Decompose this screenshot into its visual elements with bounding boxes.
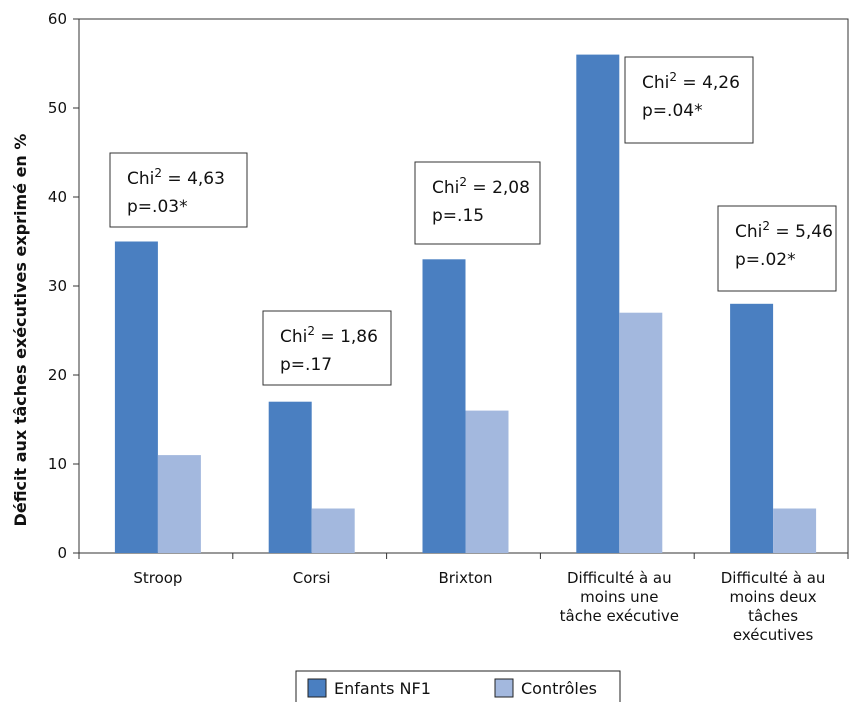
p-value-label: p=.03* (127, 197, 188, 217)
chi-square-label: Chi2 = 1,86 (280, 324, 378, 347)
annotation-box (414, 161, 541, 245)
y-tick-label: 10 (48, 455, 67, 473)
y-axis-label: Déficit aux tâches exécutives exprimé en… (11, 134, 30, 527)
x-category-label: Brixton (438, 569, 492, 587)
y-tick-label: 0 (57, 544, 67, 562)
stat-annotation: Chi2 = 1,86 p=.17 (262, 310, 392, 386)
x-category-label: Stroop (133, 569, 182, 587)
legend-frame (295, 670, 621, 702)
annotation-box (717, 205, 837, 292)
y-tick-label: 40 (48, 188, 67, 206)
y-tick-label: 50 (48, 99, 67, 117)
bar-enfants-nf1 (268, 401, 312, 553)
chi-square-label: Chi2 = 4,26 (642, 70, 740, 93)
x-category-label: Difficulté à au moins deux tâches exécutive… (721, 569, 826, 644)
y-tick-label: 60 (48, 10, 67, 28)
bar-enfants-nf1 (576, 54, 620, 553)
annotation-box (262, 310, 392, 386)
p-value-label: p=.17 (280, 355, 332, 375)
stat-annotation: Chi2 = 2,08 p=.15 (414, 161, 541, 245)
stat-annotation: Chi2 = 4,26 p=.04* (624, 56, 754, 144)
bar-enfants-nf1 (114, 241, 158, 553)
bar-controles (157, 455, 201, 553)
bar-controles (465, 410, 509, 553)
p-value-label: p=.15 (432, 206, 484, 226)
annotation-box (624, 56, 754, 144)
legend-swatch-enfants (307, 678, 327, 698)
chi-square-label: Chi2 = 4,63 (127, 166, 225, 189)
x-category-label: Difficulté à au moins une tâche exécutive (560, 569, 679, 625)
y-tick-label: 30 (48, 277, 67, 295)
bar-controles (619, 312, 663, 553)
annotation-box (109, 152, 248, 228)
legend-swatch-controles (494, 678, 514, 698)
bar-enfants-nf1 (422, 259, 466, 553)
y-tick-label: 20 (48, 366, 67, 384)
chi-square-label: Chi2 = 5,46 (735, 219, 833, 242)
p-value-label: p=.04* (642, 101, 703, 121)
x-category-label: Corsi (293, 569, 331, 587)
bars (114, 54, 817, 553)
category-labels: Stroop Corsi Brixton Difficulté à au moins u… (133, 569, 825, 644)
legend: Enfants NF1 Contrôles (295, 670, 621, 702)
legend-label-enfants: Enfants NF1 (334, 679, 431, 698)
stat-annotation: Chi2 = 5,46 p=.02* (717, 205, 837, 292)
legend-label-controles: Contrôles (521, 679, 597, 698)
chi-square-label: Chi2 = 2,08 (432, 175, 530, 198)
bar-enfants-nf1 (730, 303, 774, 553)
bar-controles (311, 508, 355, 553)
bar-controles (773, 508, 817, 553)
stat-annotation: Chi2 = 4,63 p=.03* (109, 152, 248, 228)
p-value-label: p=.02* (735, 250, 796, 270)
